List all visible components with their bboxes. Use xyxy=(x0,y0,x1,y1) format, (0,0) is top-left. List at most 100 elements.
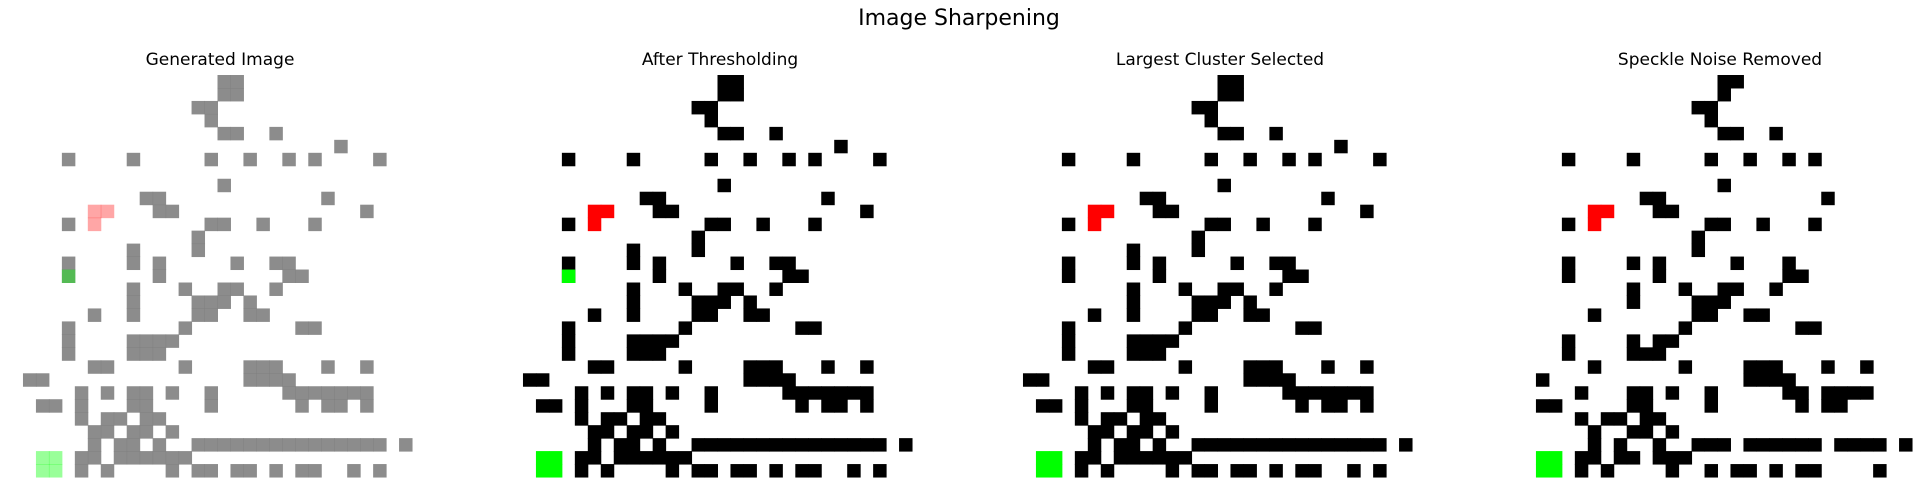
black-pixel xyxy=(1061,256,1076,271)
black-pixel xyxy=(217,438,231,452)
black-pixel xyxy=(1256,373,1270,387)
black-pixel xyxy=(74,386,89,400)
black-pixel xyxy=(574,464,589,478)
black-pixel xyxy=(1191,308,1206,322)
black-pixel xyxy=(1061,269,1076,283)
black-pixel xyxy=(1152,438,1167,452)
black-pixel xyxy=(373,438,387,452)
black-pixel xyxy=(204,464,218,478)
black-pixel xyxy=(1665,334,1680,348)
black-pixel xyxy=(1139,191,1154,206)
black-pixel xyxy=(1295,269,1309,283)
black-pixel xyxy=(769,126,783,141)
black-pixel xyxy=(1360,386,1374,400)
black-pixel xyxy=(360,360,374,374)
black-pixel xyxy=(1139,425,1154,439)
black-pixel xyxy=(626,347,641,361)
black-pixel xyxy=(1743,373,1757,387)
black-pixel xyxy=(1204,152,1218,167)
black-pixel xyxy=(613,412,628,426)
black-pixel xyxy=(269,360,283,374)
black-pixel xyxy=(204,113,218,128)
black-pixel xyxy=(1795,464,1809,478)
black-pixel xyxy=(1321,191,1335,206)
black-pixel xyxy=(1782,152,1796,167)
black-pixel xyxy=(152,334,167,348)
black-pixel xyxy=(1821,360,1835,374)
black-pixel xyxy=(269,256,283,271)
black-pixel xyxy=(256,217,270,232)
black-pixel xyxy=(191,100,206,115)
black-pixel xyxy=(126,334,141,348)
black-pixel xyxy=(1834,438,1848,452)
black-pixel xyxy=(178,321,193,335)
black-pixel xyxy=(1769,373,1783,387)
black-pixel xyxy=(652,347,667,361)
black-pixel xyxy=(1587,438,1602,452)
black-pixel xyxy=(756,217,770,232)
black-pixel xyxy=(808,464,822,478)
black-pixel xyxy=(639,347,654,361)
black-pixel xyxy=(1574,464,1589,478)
black-pixel xyxy=(1204,464,1218,478)
black-pixel xyxy=(1665,386,1680,400)
black-pixel xyxy=(1834,386,1848,400)
black-pixel xyxy=(847,464,861,478)
black-pixel xyxy=(1139,334,1154,348)
black-pixel xyxy=(1282,438,1296,452)
black-pixel xyxy=(665,334,680,348)
black-pixel xyxy=(899,438,913,452)
black-pixel xyxy=(873,464,887,478)
black-pixel xyxy=(1165,386,1180,400)
black-pixel xyxy=(243,295,257,309)
black-pixel xyxy=(1665,464,1680,478)
black-pixel xyxy=(1126,308,1141,322)
black-pixel xyxy=(600,412,615,426)
black-pixel xyxy=(717,126,731,141)
black-pixel xyxy=(1756,217,1770,232)
black-pixel xyxy=(1665,204,1680,219)
black-pixel xyxy=(1061,321,1076,335)
black-pixel xyxy=(1860,386,1874,400)
black-pixel xyxy=(1743,360,1757,374)
black-pixel xyxy=(1730,282,1744,296)
black-pixel xyxy=(1087,308,1102,322)
panel-largest-cluster xyxy=(1010,75,1425,490)
black-pixel xyxy=(1808,217,1822,232)
black-pixel xyxy=(587,308,602,322)
black-pixel xyxy=(1152,256,1167,271)
black-pixel xyxy=(152,412,167,426)
black-pixel xyxy=(1535,373,1550,387)
black-pixel xyxy=(61,217,76,232)
panel-generated-image xyxy=(10,75,425,490)
black-pixel xyxy=(321,191,335,206)
black-pixel xyxy=(860,204,874,219)
black-pixel xyxy=(1535,399,1550,413)
black-pixel xyxy=(1178,360,1193,374)
black-pixel xyxy=(782,269,796,283)
black-pixel xyxy=(795,269,809,283)
black-pixel xyxy=(35,399,50,413)
black-pixel xyxy=(782,386,796,400)
black-pixel xyxy=(1204,308,1218,322)
black-pixel xyxy=(1256,217,1270,232)
black-pixel xyxy=(1652,204,1667,219)
black-pixel xyxy=(1717,75,1731,89)
black-pixel xyxy=(61,256,76,271)
black-pixel xyxy=(1373,438,1387,452)
black-pixel xyxy=(282,438,296,452)
black-pixel xyxy=(1639,386,1654,400)
black-pixel xyxy=(1165,425,1180,439)
green-pixel xyxy=(1548,464,1563,478)
black-pixel xyxy=(295,321,309,335)
black-pixel xyxy=(1022,373,1037,387)
black-pixel xyxy=(1204,399,1218,413)
black-pixel xyxy=(347,438,361,452)
black-pixel xyxy=(1152,451,1167,465)
black-pixel xyxy=(665,464,680,478)
black-pixel xyxy=(230,438,244,452)
black-pixel xyxy=(1217,126,1231,141)
black-pixel xyxy=(587,360,602,374)
black-pixel xyxy=(1613,451,1628,465)
black-pixel xyxy=(1821,191,1835,206)
